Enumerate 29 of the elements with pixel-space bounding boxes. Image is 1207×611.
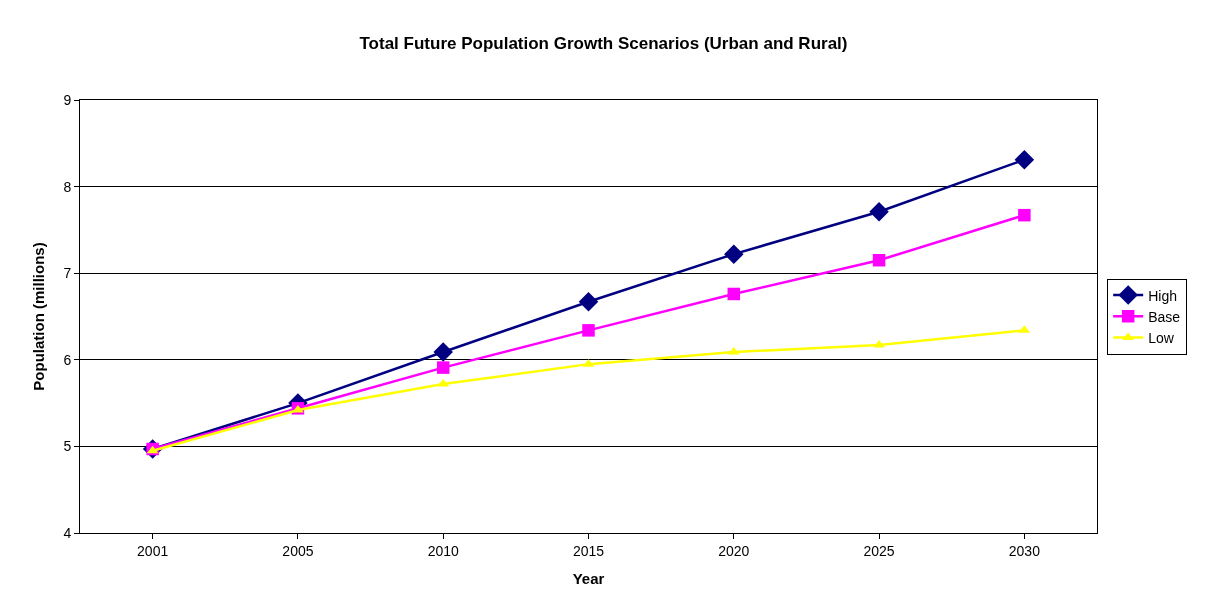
point <box>869 201 889 222</box>
x-tick-label: 2030 <box>1008 542 1041 559</box>
point <box>433 342 453 362</box>
point <box>872 253 886 267</box>
y-tick-label: 7 <box>63 265 72 282</box>
point <box>727 287 741 301</box>
y-tick-label: 5 <box>63 438 72 455</box>
x-tick-label: 2025 <box>863 542 895 559</box>
point <box>724 244 744 264</box>
chart-title: Total Future Population Growth Scenarios (Urban and Rural) <box>359 33 848 53</box>
point <box>1018 208 1031 222</box>
x-tick-label: 2015 <box>572 542 605 559</box>
x-tick-label: 2020 <box>718 542 750 559</box>
y-axis-title: Population (millions) <box>29 242 47 391</box>
legend-label: High <box>1148 287 1177 304</box>
point <box>436 361 450 374</box>
x-axis-title: Year <box>572 569 605 587</box>
x-tick-label: 2010 <box>427 542 459 559</box>
legend-label: Low <box>1148 329 1175 346</box>
y-tick-label: 9 <box>63 91 72 108</box>
y-tick-label: 4 <box>63 524 72 541</box>
point <box>582 324 595 337</box>
point <box>1014 150 1035 170</box>
x-tick-label: 2005 <box>282 542 314 559</box>
point <box>578 292 599 312</box>
y-tick-label: 6 <box>63 351 72 368</box>
legend-label: Base <box>1148 308 1181 325</box>
x-tick-label: 2001 <box>137 542 169 559</box>
y-tick-label: 8 <box>63 178 72 195</box>
